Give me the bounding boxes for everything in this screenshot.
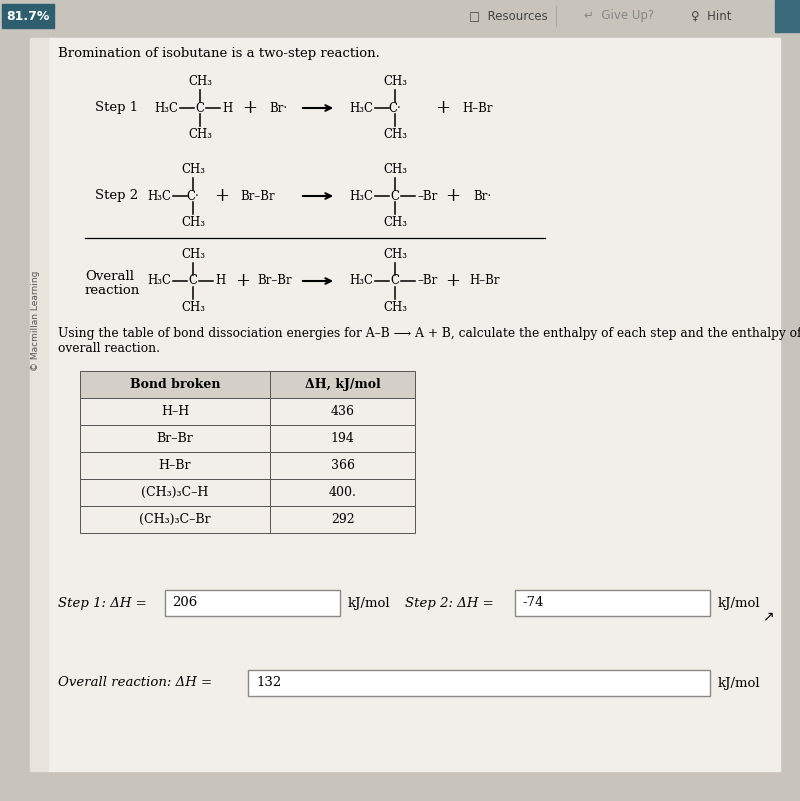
Text: C: C	[189, 275, 198, 288]
Text: CH₃: CH₃	[188, 128, 212, 141]
Text: H–Br: H–Br	[158, 459, 191, 472]
Text: Step 2: ΔH =: Step 2: ΔH =	[405, 597, 494, 610]
Text: H₃C: H₃C	[154, 102, 178, 115]
Text: 400.: 400.	[329, 486, 357, 499]
Text: kJ/mol: kJ/mol	[348, 597, 390, 610]
Text: –Br: –Br	[417, 190, 438, 203]
Text: Step 2: Step 2	[95, 190, 138, 203]
Bar	[80, 371, 415, 398]
Text: +: +	[214, 187, 230, 205]
Text: H–Br: H–Br	[462, 102, 494, 115]
Text: H: H	[215, 275, 226, 288]
Text: ♀  Hint: ♀ Hint	[690, 10, 731, 22]
Text: C·: C·	[186, 190, 199, 203]
Text: CH₃: CH₃	[383, 248, 407, 261]
Text: +: +	[235, 272, 250, 290]
Text: 436: 436	[330, 405, 354, 418]
Bar	[515, 590, 710, 616]
Text: ↗: ↗	[762, 609, 774, 623]
Bar	[775, 0, 800, 32]
Text: Br·: Br·	[269, 102, 287, 115]
Text: CH₃: CH₃	[383, 301, 407, 314]
Text: Overall: Overall	[85, 269, 134, 283]
Bar	[165, 590, 340, 616]
Text: 132: 132	[256, 677, 282, 690]
Text: H₃C: H₃C	[349, 102, 373, 115]
Text: H: H	[222, 102, 232, 115]
Text: CH₃: CH₃	[383, 75, 407, 88]
Text: Step 1: Step 1	[95, 102, 138, 115]
Text: CH₃: CH₃	[181, 301, 205, 314]
Text: 366: 366	[330, 459, 354, 472]
Text: C: C	[195, 102, 205, 115]
Text: CH₃: CH₃	[181, 216, 205, 229]
Text: CH₃: CH₃	[188, 75, 212, 88]
Text: CH₃: CH₃	[383, 163, 407, 176]
Text: ΔH, kJ/mol: ΔH, kJ/mol	[305, 378, 380, 391]
Text: Using the table of bond dissociation energies for A–B ⟶ A + B, calculate the ent: Using the table of bond dissociation ene…	[58, 327, 800, 340]
Bar	[80, 425, 415, 452]
Text: 81.7%: 81.7%	[6, 10, 50, 22]
Bar	[2, 4, 54, 28]
Text: +: +	[446, 272, 461, 290]
Text: C: C	[390, 190, 399, 203]
Text: CH₃: CH₃	[181, 248, 205, 261]
Bar	[248, 670, 710, 696]
Text: –Br: –Br	[417, 275, 438, 288]
Text: H₃C: H₃C	[349, 275, 373, 288]
Text: ↵  Give Up?: ↵ Give Up?	[584, 10, 654, 22]
Text: 194: 194	[330, 432, 354, 445]
Text: H₃C: H₃C	[147, 190, 171, 203]
Text: C·: C·	[389, 102, 402, 115]
Text: reaction: reaction	[85, 284, 140, 296]
Text: Br·: Br·	[473, 190, 491, 203]
Text: H₃C: H₃C	[349, 190, 373, 203]
Text: 292: 292	[330, 513, 354, 526]
Text: (CH₃)₃C–Br: (CH₃)₃C–Br	[139, 513, 211, 526]
Text: Br–Br: Br–Br	[241, 190, 275, 203]
Text: (CH₃)₃C–H: (CH₃)₃C–H	[142, 486, 209, 499]
Text: Step 1: ΔH =: Step 1: ΔH =	[58, 597, 146, 610]
Text: H–H: H–H	[161, 405, 189, 418]
Bar	[80, 452, 415, 479]
Text: +: +	[435, 99, 450, 117]
Text: Bromination of isobutane is a two-step reaction.: Bromination of isobutane is a two-step r…	[58, 46, 380, 59]
Text: Br–Br: Br–Br	[157, 432, 194, 445]
Text: H₃C: H₃C	[147, 275, 171, 288]
Text: +: +	[242, 99, 258, 117]
Text: Overall reaction: ΔH =: Overall reaction: ΔH =	[58, 677, 212, 690]
Text: overall reaction.: overall reaction.	[58, 343, 160, 356]
Bar	[30, 38, 48, 771]
Bar	[80, 398, 415, 425]
Text: C: C	[390, 275, 399, 288]
Text: kJ/mol: kJ/mol	[718, 677, 761, 690]
Text: kJ/mol: kJ/mol	[718, 597, 761, 610]
Bar	[80, 479, 415, 506]
Text: CH₃: CH₃	[181, 163, 205, 176]
Text: © Macmillan Learning: © Macmillan Learning	[31, 271, 41, 371]
Text: CH₃: CH₃	[383, 216, 407, 229]
Text: 206: 206	[172, 597, 198, 610]
Bar	[80, 506, 415, 533]
Text: -74: -74	[522, 597, 543, 610]
Text: +: +	[446, 187, 461, 205]
Text: Bond broken: Bond broken	[130, 378, 220, 391]
Text: CH₃: CH₃	[383, 128, 407, 141]
Text: H–Br: H–Br	[470, 275, 500, 288]
Text: Br–Br: Br–Br	[258, 275, 292, 288]
Bar	[0, 0, 800, 32]
Text: □  Resources: □ Resources	[469, 10, 547, 22]
